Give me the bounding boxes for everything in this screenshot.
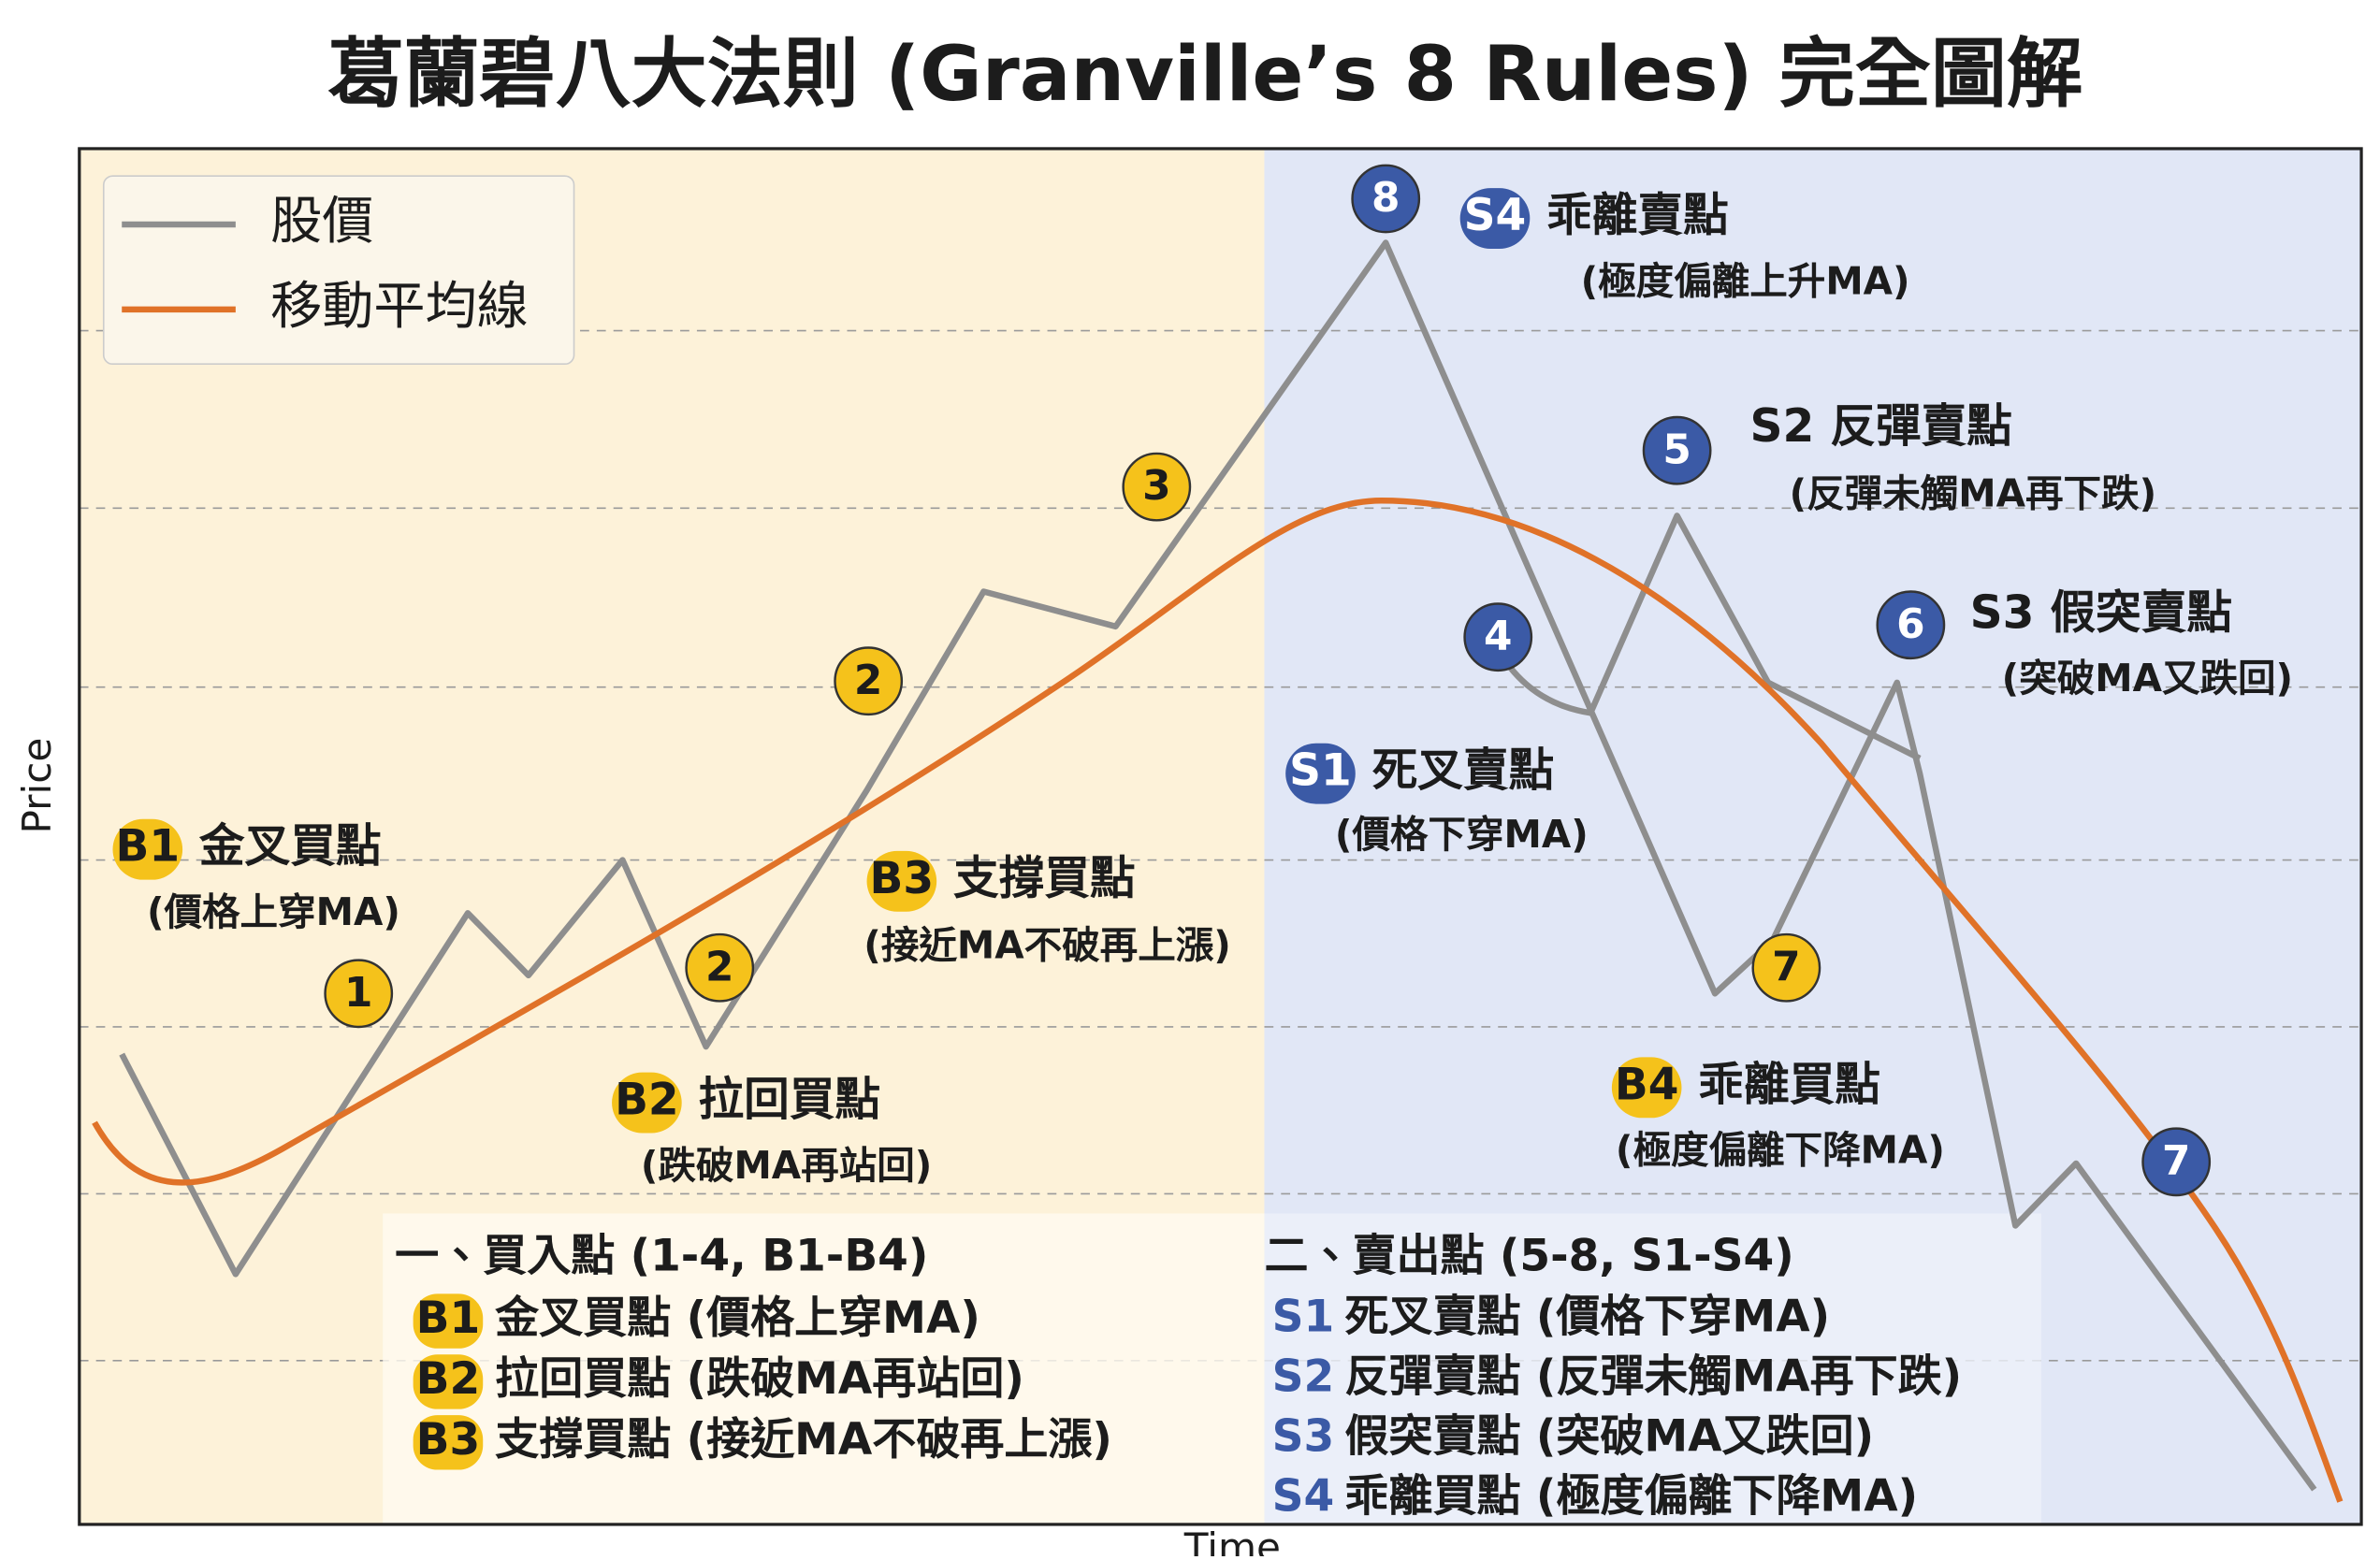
rule-number: 7 — [2162, 1137, 2190, 1185]
badge — [1611, 1057, 1682, 1119]
annotation-subtitle: (極度偏離上升MA) — [1581, 258, 1910, 303]
annotation-title: 乖離賣點 — [1546, 190, 1729, 242]
summary-item: 死叉賣點 (價格下穿MA) — [1344, 1291, 1830, 1342]
badge-label: B4 — [1615, 1059, 1679, 1110]
badge — [1285, 743, 1356, 804]
rule-number: 8 — [1371, 174, 1400, 222]
buy-summary-box — [383, 1213, 1265, 1524]
summary-code: S4 — [1272, 1471, 1335, 1523]
annotation-subtitle: (突破MA又跌回) — [2002, 656, 2293, 701]
badge — [1459, 188, 1531, 249]
rule-marker — [1122, 452, 1192, 522]
annotation-title: S3 假突賣點 — [1970, 586, 2232, 639]
rule-number: 4 — [1484, 613, 1512, 660]
badge-label: B2 — [615, 1075, 679, 1126]
summary-code: B1 — [416, 1293, 481, 1344]
rule-number: 1 — [344, 969, 372, 1017]
summary-code: B3 — [416, 1414, 481, 1466]
annotation-subtitle: (反彈未觸MA再下跌) — [1790, 470, 2156, 515]
legend: 股價 移動平均線 — [102, 175, 575, 366]
legend-label: 移動平均線 — [270, 277, 529, 337]
annotations: B1 金叉買點 (價格上穿MA) B2 拉回買點 (跌破MA再站回) B3 支撐買點 (接近MA… — [112, 164, 2293, 1523]
badge — [866, 850, 937, 912]
badge-label: S1 — [1289, 745, 1352, 797]
annotation-title: 乖離買點 — [1698, 1059, 1880, 1111]
annotation-subtitle: (極度偏離下降MA) — [1616, 1128, 1945, 1173]
code-highlight — [413, 1354, 484, 1409]
summary-item: 金叉買點 (價格上穿MA) — [494, 1293, 980, 1344]
rule-marker — [1642, 415, 1712, 485]
annotation-title: 金叉買點 — [199, 820, 382, 873]
badge-label: S4 — [1464, 190, 1527, 241]
rule-marker — [324, 959, 394, 1029]
title: 葛蘭碧八大法則 (Granville’s 8 Rules) 完全圖解 — [327, 31, 2082, 119]
badge-label: B1 — [116, 821, 181, 873]
summary-item: 乖離買點 (極度偏離下降MA) — [1344, 1471, 1918, 1523]
rule-number: 2 — [705, 943, 733, 990]
annotation-title: 拉回買點 — [699, 1074, 881, 1126]
summary-code: S3 — [1272, 1411, 1335, 1463]
price-line — [119, 239, 2317, 1492]
rule-number: 6 — [1896, 600, 1924, 648]
rule-marker — [2141, 1127, 2212, 1197]
plot-frame — [78, 147, 2363, 1526]
rule-marker — [1876, 590, 1946, 660]
summary-item: 反彈賣點 (反彈未觸MA再下跌) — [1344, 1351, 1962, 1403]
annotation-subtitle: (跌破MA再站回) — [641, 1143, 932, 1188]
summary-item: 假突賣點 (突破MA又跌回) — [1344, 1411, 1874, 1463]
annotation-title: S2 反彈賣點 — [1749, 400, 2011, 453]
legend-label: 股價 — [270, 192, 373, 252]
code-highlight — [413, 1293, 484, 1349]
summary-code: B2 — [416, 1353, 481, 1405]
summary-heading: 二、賣出點 (5-8, S1-S4) — [1264, 1231, 1793, 1282]
y-axis-label: Price — [14, 738, 60, 834]
rule-marker — [1351, 164, 1421, 234]
x-axis-label: Time — [1183, 1524, 1281, 1556]
summary-heading: 一、買入點 (1-4, B1-B4) — [395, 1231, 928, 1282]
annotation-subtitle: (價格上穿MA) — [147, 889, 400, 934]
annotation-title: 支撐買點 — [953, 852, 1136, 904]
rule-number: 2 — [854, 657, 882, 704]
rule-number: 5 — [1662, 426, 1691, 473]
badge-label: B3 — [870, 853, 935, 904]
code-highlight — [413, 1415, 484, 1470]
annotation-subtitle: (接近MA不破再上漲) — [863, 923, 1230, 968]
rule-number: 3 — [1142, 462, 1170, 510]
sell-summary-box — [1264, 1213, 2041, 1524]
rule-marker — [834, 646, 904, 716]
rule-marker — [685, 932, 755, 1003]
summary-code: S1 — [1272, 1291, 1335, 1342]
rule-marker — [1463, 602, 1533, 672]
annotation-title: 死叉賣點 — [1372, 744, 1555, 797]
rule-marker — [1751, 932, 1821, 1003]
summary-item: 拉回買點 (跌破MA再站回) — [495, 1353, 1024, 1405]
summary-code: S2 — [1272, 1351, 1335, 1403]
badge — [612, 1072, 682, 1134]
summary-item: 支撐買點 (接近MA不破再上漲) — [495, 1414, 1112, 1466]
badge — [112, 818, 183, 880]
rule-number: 7 — [1772, 943, 1800, 990]
annotation-subtitle: (價格下穿MA) — [1335, 812, 1589, 857]
